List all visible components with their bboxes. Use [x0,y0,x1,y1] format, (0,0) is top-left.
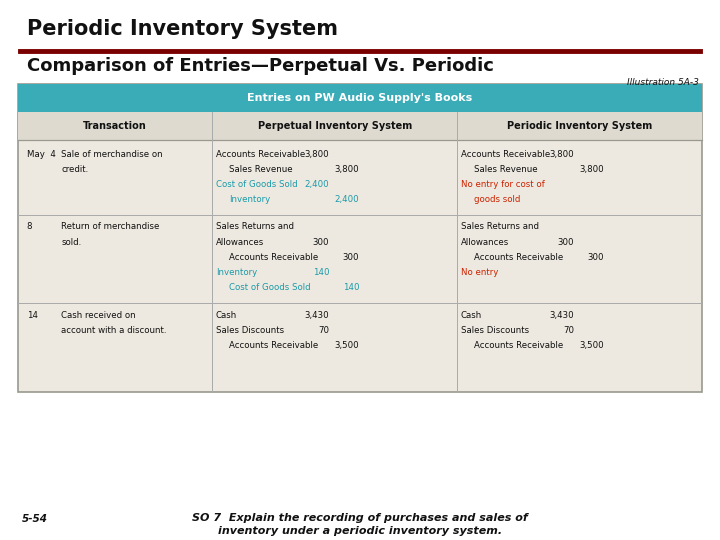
Bar [18,84,702,391]
Text: No entry: No entry [461,268,498,277]
Text: 140: 140 [312,268,329,277]
Text: inventory under a periodic inventory system.: inventory under a periodic inventory sys… [218,526,502,537]
Text: 3,800: 3,800 [305,150,329,159]
Text: 70: 70 [318,326,329,335]
Text: Cost of Goods Sold: Cost of Goods Sold [229,283,310,292]
Text: 14: 14 [27,310,37,320]
Text: Entries on PW Audio Supply's Books: Entries on PW Audio Supply's Books [248,93,472,103]
Text: Return of merchandise: Return of merchandise [61,222,160,232]
Text: 3,500: 3,500 [580,341,604,350]
Text: SO 7  Explain the recording of purchases and sales of: SO 7 Explain the recording of purchases … [192,513,528,523]
Text: Inventory: Inventory [216,268,257,277]
Text: Cash received on: Cash received on [61,310,136,320]
Text: Sales Revenue: Sales Revenue [474,165,537,174]
Text: Cash: Cash [461,310,482,320]
Text: Allowances: Allowances [216,238,264,247]
Text: Accounts Receivable: Accounts Receivable [229,253,318,262]
Text: Sales Discounts: Sales Discounts [461,326,529,335]
Text: goods sold: goods sold [474,195,520,204]
Text: Sale of merchandise on: Sale of merchandise on [61,150,163,159]
Text: May  4: May 4 [27,150,55,159]
Text: sold.: sold. [61,238,81,247]
Text: 3,430: 3,430 [305,310,329,320]
Text: Transaction: Transaction [84,121,147,131]
Text: 3,430: 3,430 [549,310,574,320]
Text: Inventory: Inventory [229,195,270,204]
Bar [18,84,702,112]
Text: Comparison of Entries—Perpetual Vs. Periodic: Comparison of Entries—Perpetual Vs. Peri… [27,57,494,75]
Text: 300: 300 [588,253,604,262]
Bar [18,112,702,140]
Text: 3,500: 3,500 [335,341,359,350]
Text: 3,800: 3,800 [580,165,604,174]
Text: Sales Returns and: Sales Returns and [216,222,294,232]
Text: Illustration 5A-3: Illustration 5A-3 [626,78,698,87]
Text: Periodic Inventory System: Periodic Inventory System [507,121,652,131]
Text: Accounts Receivable: Accounts Receivable [474,341,563,350]
Text: 3,800: 3,800 [335,165,359,174]
Text: Sales Revenue: Sales Revenue [229,165,292,174]
Text: 2,400: 2,400 [305,180,329,189]
Text: 300: 300 [343,253,359,262]
Text: 300: 300 [557,238,574,247]
Text: Cost of Goods Sold: Cost of Goods Sold [216,180,297,189]
Text: 5-54: 5-54 [22,514,48,524]
Text: Accounts Receivable: Accounts Receivable [461,150,550,159]
Text: Accounts Receivable: Accounts Receivable [216,150,305,159]
Text: 2,400: 2,400 [335,195,359,204]
Text: Periodic Inventory System: Periodic Inventory System [27,19,338,39]
Text: No entry for cost of: No entry for cost of [461,180,544,189]
Text: credit.: credit. [61,165,89,174]
Text: Accounts Receivable: Accounts Receivable [229,341,318,350]
Text: Cash: Cash [216,310,238,320]
Text: Accounts Receivable: Accounts Receivable [474,253,563,262]
Text: Sales Discounts: Sales Discounts [216,326,284,335]
Text: Perpetual Inventory System: Perpetual Inventory System [258,121,412,131]
Text: 300: 300 [312,238,329,247]
Text: 8: 8 [27,222,32,232]
Text: Sales Returns and: Sales Returns and [461,222,539,232]
Text: 70: 70 [563,326,574,335]
Text: account with a discount.: account with a discount. [61,326,167,335]
Text: 140: 140 [343,283,359,292]
Text: 3,800: 3,800 [549,150,574,159]
Text: Allowances: Allowances [461,238,509,247]
